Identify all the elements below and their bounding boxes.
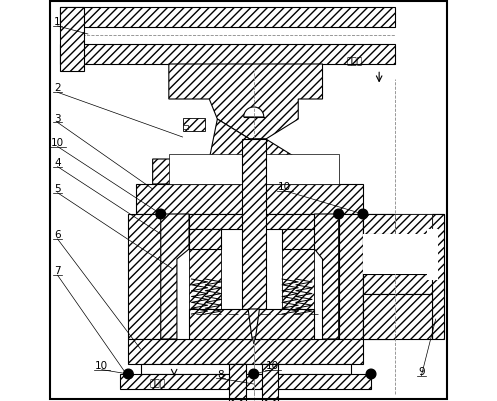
Polygon shape [60, 45, 395, 65]
Polygon shape [432, 215, 444, 339]
Polygon shape [248, 309, 259, 339]
Bar [182, 126, 188, 130]
Circle shape [358, 210, 368, 219]
Polygon shape [363, 215, 444, 235]
Polygon shape [169, 65, 323, 140]
Polygon shape [262, 364, 278, 401]
Polygon shape [189, 229, 221, 249]
Text: 4: 4 [54, 158, 61, 167]
Text: 10: 10 [95, 360, 108, 370]
Text: 7: 7 [54, 266, 61, 275]
Polygon shape [363, 294, 432, 339]
Wedge shape [244, 108, 264, 118]
Text: 6: 6 [54, 230, 61, 239]
Polygon shape [315, 215, 338, 339]
Polygon shape [141, 364, 351, 374]
Polygon shape [338, 215, 363, 339]
Text: 5: 5 [54, 184, 61, 193]
Polygon shape [189, 309, 315, 339]
Circle shape [156, 210, 166, 219]
Polygon shape [153, 120, 338, 184]
Text: 1: 1 [54, 17, 61, 27]
Polygon shape [60, 8, 395, 28]
Text: 10: 10 [266, 360, 279, 370]
Bar [60, 28, 395, 45]
Polygon shape [363, 235, 432, 274]
Circle shape [124, 369, 133, 379]
Text: 燃气出: 燃气出 [150, 379, 166, 387]
Polygon shape [189, 249, 221, 309]
Polygon shape [60, 8, 84, 72]
Text: 9: 9 [418, 366, 424, 376]
Text: 燃气进: 燃气进 [347, 58, 363, 67]
Polygon shape [282, 229, 315, 249]
Polygon shape [128, 215, 161, 339]
Polygon shape [137, 184, 363, 215]
Text: 2: 2 [54, 83, 61, 93]
Text: 3: 3 [54, 113, 61, 123]
Polygon shape [363, 274, 444, 294]
Polygon shape [395, 215, 432, 235]
Text: 10: 10 [51, 138, 64, 147]
Polygon shape [128, 339, 363, 364]
Polygon shape [242, 140, 266, 309]
Polygon shape [252, 337, 255, 344]
Polygon shape [189, 215, 315, 229]
Polygon shape [363, 215, 395, 339]
Bar [169, 155, 338, 184]
Text: 8: 8 [217, 369, 224, 379]
Circle shape [334, 210, 343, 219]
Polygon shape [282, 249, 315, 309]
Bar [182, 119, 205, 132]
Circle shape [249, 369, 258, 379]
Text: 10: 10 [278, 182, 291, 191]
Circle shape [366, 369, 376, 379]
Polygon shape [161, 215, 189, 339]
Polygon shape [120, 374, 371, 389]
Polygon shape [230, 364, 246, 401]
